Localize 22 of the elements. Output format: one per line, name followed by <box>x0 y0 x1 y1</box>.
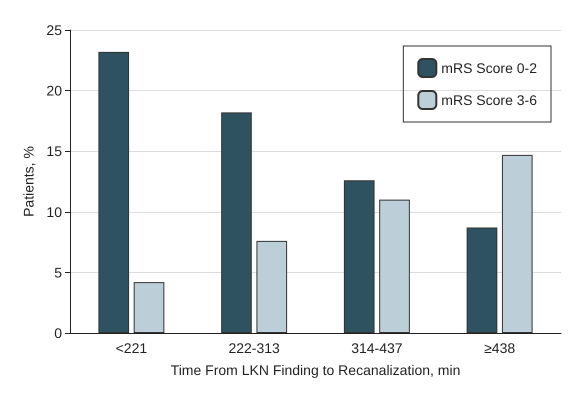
y-tick-label: 15 <box>46 143 62 160</box>
y-tick-label: 10 <box>46 204 62 220</box>
x-tick-label: 314-437 <box>351 340 403 356</box>
bar <box>134 282 164 333</box>
bar <box>502 154 533 333</box>
bar <box>344 180 375 333</box>
y-tick-label: 5 <box>54 264 62 280</box>
bar <box>256 240 288 333</box>
y-tick-label: 0 <box>54 325 62 341</box>
bar <box>221 112 252 333</box>
x-tick-label: <221 <box>116 340 148 356</box>
y-tick-label: 25 <box>46 22 62 38</box>
bar <box>466 228 498 333</box>
y-tick-label: 20 <box>46 82 62 99</box>
x-axis-title: Time From LKN Finding to Recanalization, min <box>170 362 460 378</box>
bar <box>98 52 130 333</box>
legend-label: mRS Score 3-6 <box>441 92 538 108</box>
x-tick-label: ≥438 <box>484 340 516 356</box>
x-tick-label: 222-313 <box>228 340 280 356</box>
bar <box>379 200 410 333</box>
legend-label: mRS Score 0-2 <box>441 60 538 76</box>
y-axis-title: Patients, % <box>20 146 37 217</box>
